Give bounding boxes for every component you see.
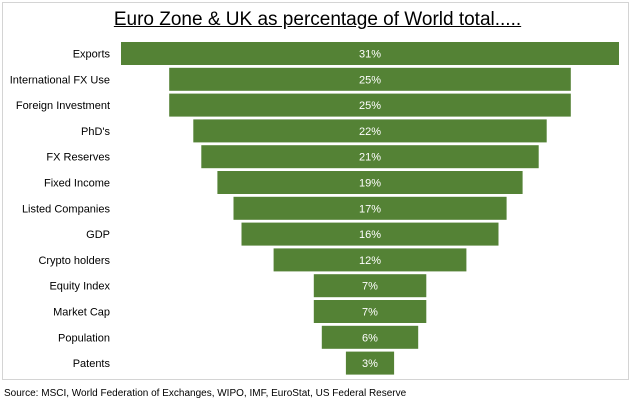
data-label-12: 3%: [362, 358, 378, 370]
bar-7: [241, 222, 499, 246]
data-label-4: 21%: [359, 152, 381, 164]
category-label-8: Crypto holders: [38, 255, 110, 267]
bar-0: [121, 42, 619, 65]
data-label-2: 25%: [359, 100, 381, 112]
data-label-0: 31%: [359, 49, 381, 61]
category-label-12: Patents: [73, 358, 111, 370]
category-label-3: PhD's: [81, 126, 110, 138]
bar-3: [193, 119, 547, 143]
bar-5: [217, 171, 523, 194]
category-label-11: Population: [58, 332, 110, 344]
data-label-8: 12%: [359, 255, 381, 267]
bar-6: [233, 196, 507, 220]
bar-11: [321, 325, 419, 349]
category-label-4: FX Reserves: [46, 152, 110, 164]
chart-title: Euro Zone & UK as percentage of World to…: [113, 9, 522, 30]
source-note: Source: MSCI, World Federation of Exchan…: [4, 388, 407, 399]
data-label-1: 25%: [359, 74, 381, 86]
bar-8: [273, 248, 467, 272]
data-label-7: 16%: [359, 229, 381, 241]
data-label-3: 22%: [359, 126, 381, 138]
category-label-7: GDP: [86, 229, 110, 241]
data-label-5: 19%: [359, 178, 381, 190]
data-label-6: 17%: [359, 203, 381, 215]
bar-4: [201, 145, 539, 169]
category-label-0: Exports: [73, 49, 111, 61]
bar-10: [313, 300, 427, 323]
category-label-10: Market Cap: [53, 307, 110, 319]
data-label-11: 6%: [362, 332, 378, 344]
bar-1: [169, 67, 571, 91]
data-label-9: 7%: [362, 281, 378, 293]
bar-12: [345, 351, 395, 375]
category-label-9: Equity Index: [49, 281, 110, 293]
data-label-10: 7%: [362, 307, 378, 319]
category-label-6: Listed Companies: [22, 203, 111, 215]
bar-9: [313, 274, 427, 298]
category-label-2: Foreign Investment: [16, 100, 110, 112]
bar-2: [169, 93, 571, 117]
category-label-1: International FX Use: [10, 74, 110, 86]
category-label-5: Fixed Income: [44, 178, 110, 190]
